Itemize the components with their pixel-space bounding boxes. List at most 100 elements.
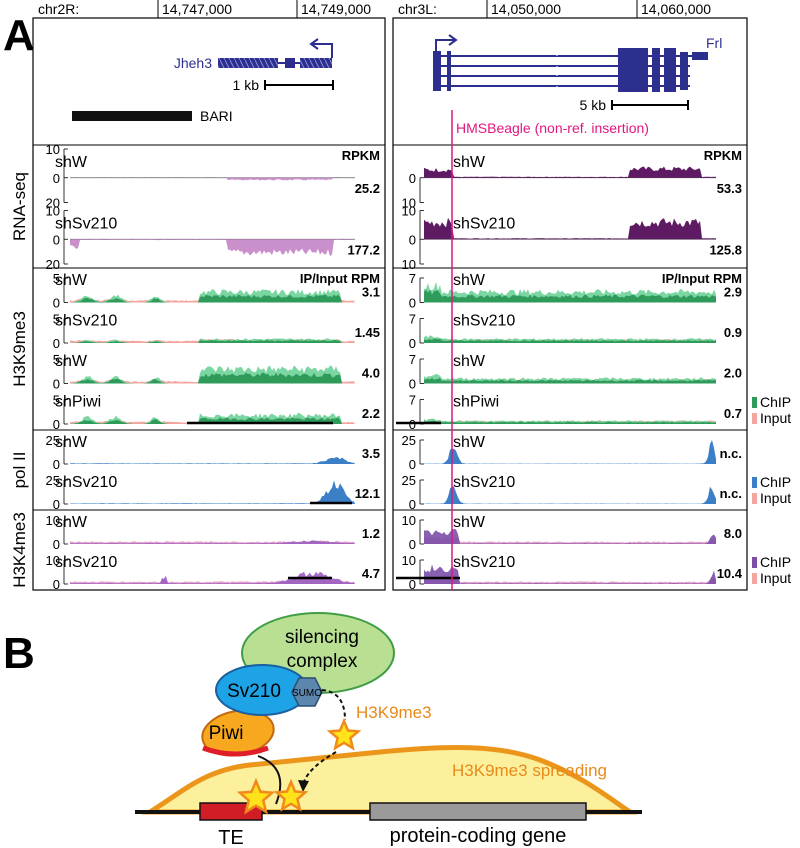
track-value: n.c. <box>720 486 742 501</box>
signal <box>424 420 716 424</box>
track-value: 4.7 <box>362 566 380 581</box>
axis-tick-label: 0 <box>409 497 416 512</box>
section-name: H3K9me3 <box>10 311 29 387</box>
axis-tick-label: 0 <box>53 537 60 552</box>
axis-tick-label: 0 <box>409 377 416 392</box>
track-value: 0.7 <box>724 406 742 421</box>
piwi-label: Piwi <box>209 723 244 744</box>
signal <box>70 372 355 384</box>
track-value: 3.1 <box>362 285 380 300</box>
track-label: shW <box>453 514 486 531</box>
track-value: 8.0 <box>724 526 742 541</box>
axis-tick-label: 7 <box>409 393 416 408</box>
spreading-label: H3K9me3 spreading <box>452 761 607 780</box>
axis-tick-label: 0 <box>409 232 416 247</box>
axis-tick-label: 0 <box>53 171 60 186</box>
track-value: 2.9 <box>724 285 742 300</box>
axis-tick-label: 5 <box>53 352 60 367</box>
track-value: 177.2 <box>347 242 380 257</box>
track-value: 4.0 <box>362 366 380 381</box>
track-label: shW <box>55 514 88 531</box>
coord: 14,050,000 <box>491 1 561 17</box>
exons <box>433 48 708 92</box>
axis-tick-label: 25 <box>46 433 60 448</box>
signal <box>424 289 716 303</box>
track-value: 1.45 <box>355 325 380 340</box>
track-value: n.c. <box>720 446 742 461</box>
track-label: shW <box>453 272 486 289</box>
axis-tick-label: 0 <box>409 457 416 472</box>
mark-label: H3K9me3 <box>356 703 432 722</box>
gene-name: Jheh3 <box>174 55 212 71</box>
legend-label: Input <box>760 570 791 586</box>
track-label: shW <box>55 353 88 370</box>
te-bar <box>72 111 192 121</box>
track-label: shSv210 <box>453 216 515 233</box>
exon <box>218 58 278 68</box>
complex-label: complex <box>287 651 358 672</box>
right-frame <box>392 17 748 591</box>
track-label: shW <box>453 353 486 370</box>
axis-tick-label: 10 <box>46 204 60 219</box>
track-value: 25.2 <box>355 181 380 196</box>
section-name: H3K4me3 <box>10 512 29 588</box>
track-value: 0.9 <box>724 325 742 340</box>
signal <box>70 540 355 544</box>
insertion-label: HMSBeagle (non-ref. insertion) <box>456 120 649 136</box>
signal <box>424 377 716 384</box>
unit-label: RPKM <box>342 148 380 163</box>
legend-label: ChIP <box>760 554 791 570</box>
axis-tick-label: 10 <box>402 513 416 528</box>
axis-tick-label: 10 <box>402 553 416 568</box>
track-label: shW <box>55 434 88 451</box>
axis-tick-label: 5 <box>53 312 60 327</box>
signal <box>70 457 355 464</box>
track-label: shW <box>453 434 486 451</box>
section-name: pol II <box>10 452 29 489</box>
signal <box>424 440 716 464</box>
axis-tick-label: 10 <box>402 196 416 211</box>
stars <box>236 717 362 815</box>
track-label: shW <box>55 272 88 289</box>
track-value: 2.2 <box>362 406 380 421</box>
track-label: shSv210 <box>55 313 117 330</box>
track-label: shSv210 <box>55 474 117 491</box>
axis-tick-label: 0 <box>53 336 60 351</box>
track-value: 2.0 <box>724 366 742 381</box>
axis-tick-label: 10 <box>46 142 60 157</box>
track-value: 3.5 <box>362 446 380 461</box>
axis-tick-label: 20 <box>46 257 60 272</box>
coord: 14,747,000 <box>162 1 232 17</box>
unit-label: IP/Input RPM <box>662 271 742 286</box>
complex-label: silencing <box>285 627 359 648</box>
unit-label: RPKM <box>704 148 742 163</box>
legend-swatch <box>752 397 757 408</box>
axis-tick-label: 0 <box>409 537 416 552</box>
sumo <box>291 677 323 707</box>
signal <box>424 486 716 504</box>
panel-label: A <box>3 11 35 60</box>
legend-swatch <box>752 413 757 424</box>
signal <box>424 564 716 584</box>
te-label: BARI <box>200 108 233 124</box>
track-label: shW <box>55 154 88 171</box>
axis-tick-label: 0 <box>53 232 60 247</box>
panel-label: B <box>3 629 35 678</box>
legend-swatch <box>752 557 757 568</box>
tss-arrow <box>309 38 333 58</box>
unit-label: IP/Input RPM <box>300 271 380 286</box>
nascent-rna <box>257 755 282 805</box>
scale-label: 1 kb <box>233 77 260 93</box>
gene-label: protein-coding gene <box>390 825 567 847</box>
track-label: shSv210 <box>453 554 515 571</box>
signal <box>424 574 716 584</box>
exon <box>300 58 332 68</box>
gene-box <box>369 802 587 821</box>
axis-tick-label: 5 <box>53 271 60 286</box>
legend-swatch <box>752 493 757 504</box>
signal <box>70 177 355 181</box>
axis-tick-label: 0 <box>53 417 60 432</box>
legend-label: Input <box>760 410 791 426</box>
signal <box>70 340 355 343</box>
